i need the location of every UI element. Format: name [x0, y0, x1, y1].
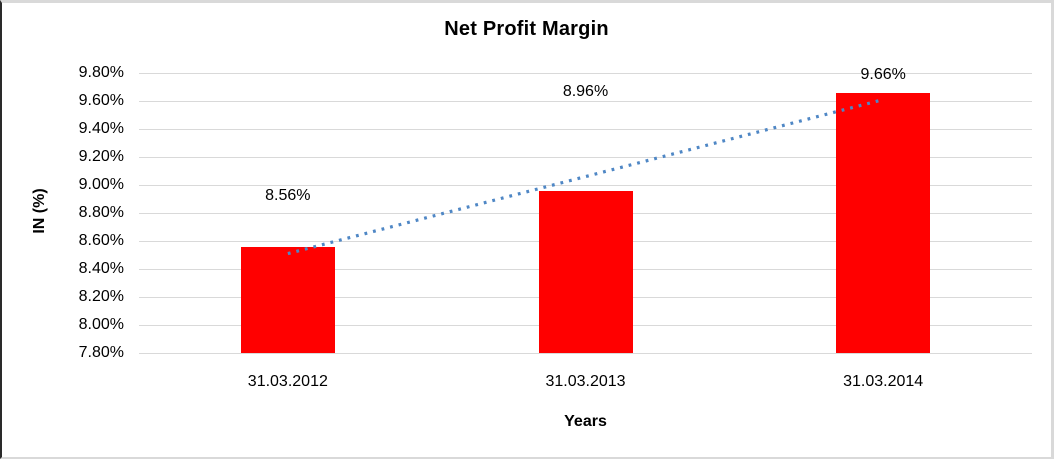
- gridline: [139, 185, 1032, 186]
- y-tick-label: 7.80%: [78, 344, 124, 361]
- gridline: [139, 157, 1032, 158]
- x-tick-label: 31.03.2012: [247, 373, 328, 390]
- bar-31.03.2014: [836, 92, 931, 353]
- y-tick-label: 8.60%: [78, 232, 124, 249]
- bar-31.03.2013: [538, 190, 633, 353]
- plot-area: [139, 73, 1032, 354]
- y-tick-label: 8.20%: [78, 288, 124, 305]
- gridline: [139, 73, 1032, 74]
- trendline: [287, 98, 884, 256]
- y-tick-label: 9.20%: [78, 148, 124, 165]
- gridline: [139, 129, 1032, 130]
- bar-31.03.2012: [240, 246, 335, 353]
- bar-data-label: 8.56%: [265, 187, 311, 204]
- y-tick-label: 9.00%: [78, 176, 124, 193]
- y-tick-label: 9.80%: [78, 64, 124, 81]
- y-tick-label: 8.00%: [78, 316, 124, 333]
- x-axis-title: Years: [564, 413, 607, 430]
- x-tick-label: 31.03.2014: [843, 373, 924, 390]
- chart-title: Net Profit Margin: [444, 18, 609, 40]
- bar-data-label: 9.66%: [860, 66, 906, 83]
- y-tick-label: 9.40%: [78, 120, 124, 137]
- y-tick-label: 9.60%: [78, 92, 124, 109]
- y-tick-label: 8.80%: [78, 204, 124, 221]
- gridline: [139, 101, 1032, 102]
- y-tick-label: 8.40%: [78, 260, 124, 277]
- x-tick-label: 31.03.2013: [545, 373, 626, 390]
- gridline: [139, 353, 1032, 354]
- bar-data-label: 8.96%: [562, 83, 609, 100]
